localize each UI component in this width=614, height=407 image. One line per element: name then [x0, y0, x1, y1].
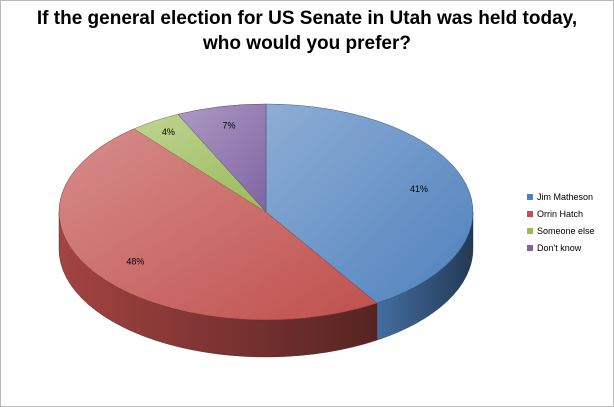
legend-label-orrin-hatch: Orrin Hatch [537, 209, 583, 219]
chart-title-line-2: who would you prefer? [203, 33, 411, 54]
pie-data-labels: 41% 48% 4% 7% [126, 121, 428, 267]
legend-item-jim-matheson: Jim Matheson [527, 192, 593, 202]
data-label-don-t-know: 7% [222, 121, 235, 131]
data-label-jim-matheson: 41% [410, 184, 428, 194]
legend-swatch-someone-else [527, 228, 533, 234]
chart-title: If the general election for US Senate in… [0, 6, 614, 56]
pie-top [58, 103, 474, 321]
data-label-orrin-hatch: 48% [126, 257, 144, 267]
data-label-someone-else: 4% [162, 127, 175, 137]
legend-swatch-orrin-hatch [527, 211, 533, 217]
legend-label-don-t-know: Don't know [537, 243, 582, 253]
legend-item-someone-else: Someone else [527, 226, 595, 236]
pie-slice-jim-matheson [265, 103, 474, 304]
chart-title-line-1: If the general election for US Senate in… [36, 8, 578, 29]
legend-swatch-don-t-know [527, 245, 533, 251]
legend-label-someone-else: Someone else [537, 226, 595, 236]
legend-label-jim-matheson: Jim Matheson [537, 192, 593, 202]
pie-slice-don-t-know [177, 103, 267, 213]
pie-slice-orrin-hatch [58, 128, 378, 321]
legend-item-don-t-know: Don't know [527, 243, 582, 253]
legend-item-orrin-hatch: Orrin Hatch [527, 209, 583, 219]
legend: Jim Matheson Orrin Hatch Someone else Don't… [527, 192, 595, 253]
legend-swatch-jim-matheson [527, 194, 533, 200]
